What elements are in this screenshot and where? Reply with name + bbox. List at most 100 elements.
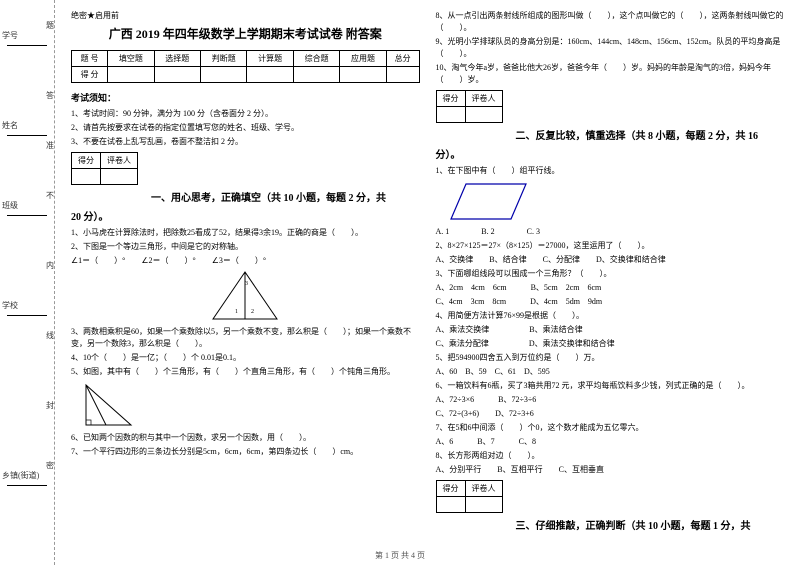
- section1-title-cont: 20 分）。: [71, 208, 420, 223]
- col-header: 综合题: [293, 51, 339, 67]
- scorebox-cell: [465, 497, 502, 513]
- notice-item: 3、不要在试卷上乱写乱画，卷面不整洁扣 2 分。: [71, 136, 420, 148]
- score-cell: [386, 67, 419, 83]
- section3-title: 三、仔细推敲，正确判断（共 10 小题，每题 1 分，共: [436, 517, 785, 532]
- seal-mark: 准: [46, 140, 96, 151]
- options: A. 1 B. 2 C. 3: [436, 226, 785, 238]
- left-column: 绝密★启用前 广西 2019 年四年级数学上学期期末考试试卷 附答案 题 号 填…: [63, 10, 428, 565]
- exam-title: 广西 2019 年四年级数学上学期期末考试试卷 附答案: [71, 25, 420, 42]
- score-summary-table: 题 号 填空题 选择题 判断题 计算题 综合题 应用题 总分 得 分: [71, 50, 420, 83]
- options: C、4cm 3cm 8cm D、4cm 5dm 9dm: [436, 296, 785, 308]
- question: 2、8×27×125＝27×（8×125）＝27000，这里运用了（ ）。: [436, 240, 785, 252]
- options: A、交换律 B、结合律 C、分配律 D、交换律和结合律: [436, 254, 785, 266]
- scorebox-label: 评卷人: [101, 153, 138, 169]
- scorebox-label: 评卷人: [465, 481, 502, 497]
- binding-label: 姓名: [2, 120, 52, 131]
- seal-mark: 封: [46, 400, 96, 411]
- col-header: 题 号: [72, 51, 108, 67]
- seal-mark: 密: [46, 460, 96, 471]
- scorebox-cell: [101, 169, 138, 185]
- secret-label: 绝密★启用前: [71, 10, 420, 21]
- scorebox-cell: [465, 107, 502, 123]
- question: 7、在5和6中间添（ ）个0，这个数才能成为五亿零六。: [436, 422, 785, 434]
- col-header: 计算题: [247, 51, 293, 67]
- score-cell: [247, 67, 293, 83]
- section2-title-cont: 分）。: [436, 146, 785, 161]
- score-cell: [293, 67, 339, 83]
- question: 8、长方形两组对边（ ）。: [436, 450, 785, 462]
- binding-line: [7, 215, 47, 216]
- row-label: 得 分: [72, 67, 108, 83]
- question: 3、下面哪组线段可以围成一个三角形？（ ）。: [436, 268, 785, 280]
- question: 1、小马虎在计算除法时，把除数25看成了52，结果得3余19。正确的商是（ ）。: [71, 227, 420, 239]
- binding-margin: 学号 姓名 班级 学校 乡镇(街道) 题 答 准 不 内 线 封 密: [0, 0, 55, 565]
- options: A、72÷3×6 B、72÷3÷6: [436, 394, 785, 406]
- binding-label: 乡镇(街道): [2, 470, 52, 481]
- binding-line: [7, 315, 47, 316]
- score-cell: [108, 67, 154, 83]
- scorebox-cell: [436, 497, 465, 513]
- options: C、72÷(3+6) D、72÷3+6: [436, 408, 785, 420]
- section-scorebox: 得分评卷人: [436, 480, 503, 513]
- binding-label: 学号: [2, 30, 52, 41]
- question: 4、10个（ ）是一亿；（ ）个 0.01是0.1。: [71, 352, 420, 364]
- score-cell: [340, 67, 386, 83]
- seal-mark: 答: [46, 90, 96, 101]
- notice-item: 1、考试时间：90 分钟，满分为 100 分（含卷面分 2 分）。: [71, 108, 420, 120]
- svg-text:3: 3: [245, 281, 248, 287]
- score-cell: [154, 67, 200, 83]
- question: 9、光明小学排球队员的身高分别是：160cm、144cm、148cm、156cm…: [436, 36, 785, 60]
- options: A、6 B、7 C、8: [436, 436, 785, 448]
- table-row: 题 号 填空题 选择题 判断题 计算题 综合题 应用题 总分: [72, 51, 420, 67]
- table-row: 得 分: [72, 67, 420, 83]
- page-footer: 第 1 页 共 4 页: [0, 550, 800, 561]
- question: 8、从一点引出两条射线所组成的图形叫做（ ），这个点叫做它的（ ），这两条射线叫…: [436, 10, 785, 34]
- question: 3、两数相乘积是60，如果一个乘数除以5，另一个乘数不变，那么积是（ ）；如果一…: [71, 326, 420, 350]
- notice-item: 2、请首先按要求在试卷的指定位置填写您的姓名、班级、学号。: [71, 122, 420, 134]
- scorebox-label: 评卷人: [465, 91, 502, 107]
- section1-title: 一、用心思考，正确填空（共 10 小题，每题 2 分，共: [71, 189, 420, 204]
- scorebox-cell: [72, 169, 101, 185]
- question: 6、已知两个因数的积与其中一个因数，求另一个因数，用（ ）。: [71, 432, 420, 444]
- question: 4、用简便方法计算76×99是根据（ ）。: [436, 310, 785, 322]
- section-scorebox: 得分评卷人: [436, 90, 503, 123]
- col-header: 总分: [386, 51, 419, 67]
- question-sub: ∠1＝（ ）° ∠2＝（ ）° ∠3＝（ ）°: [71, 255, 420, 267]
- svg-text:2: 2: [251, 309, 254, 315]
- parallelogram-figure: [446, 179, 536, 224]
- options: A、2cm 4cm 6cm B、5cm 2cm 6cm: [436, 282, 785, 294]
- question: 6、一箱饮料有6瓶，买了3箱共用72 元，求平均每瓶饮料多少钱，列式正确的是（ …: [436, 380, 785, 392]
- col-header: 选择题: [154, 51, 200, 67]
- col-header: 判断题: [201, 51, 247, 67]
- right-column: 8、从一点引出两条射线所组成的图形叫做（ ），这个点叫做它的（ ），这两条射线叫…: [428, 10, 793, 565]
- scorebox-label: 得分: [72, 153, 101, 169]
- section2-title: 二、反复比较，慎重选择（共 8 小题，每题 2 分，共 16: [436, 127, 785, 142]
- col-header: 填空题: [108, 51, 154, 67]
- scorebox-cell: [436, 107, 465, 123]
- seal-mark: 不: [46, 190, 96, 201]
- question: 1、在下图中有（ ）组平行线。: [436, 165, 785, 177]
- question: 5、如图，其中有（ ）个三角形，有（ ）个直角三角形，有（ ）个钝角三角形。: [71, 366, 420, 378]
- question: 10、淘气今年a岁，爸爸比他大26岁，爸爸今年（ ）岁。妈妈的年龄是淘气的3倍，…: [436, 62, 785, 86]
- options: A、60 B、59 C、61 D、595: [436, 366, 785, 378]
- binding-line: [7, 135, 47, 136]
- options: C、乘法分配律 D、乘法交换律和结合律: [436, 338, 785, 350]
- svg-text:1: 1: [235, 309, 238, 315]
- options: A、乘法交换律 B、乘法结合律: [436, 324, 785, 336]
- triangle-figure: 1 2 3: [205, 269, 285, 324]
- col-header: 应用题: [340, 51, 386, 67]
- section-scorebox: 得分评卷人: [71, 152, 138, 185]
- seal-mark: 线: [46, 330, 96, 341]
- options: A、分别平行 B、互相平行 C、互相垂直: [436, 464, 785, 476]
- seal-mark: 内: [46, 260, 96, 271]
- binding-line: [7, 485, 47, 486]
- scorebox-label: 得分: [436, 91, 465, 107]
- question: 2、下图是一个等边三角形，中间是它的对称轴。: [71, 241, 420, 253]
- binding-line: [7, 45, 47, 46]
- binding-label: 班级: [2, 200, 52, 211]
- seal-mark: 题: [46, 20, 96, 31]
- question: 7、一个平行四边形的三条边长分别是5cm，6cm，6cm，第四条边长（ ）cm。: [71, 446, 420, 458]
- question: 5、把594900四舍五入到万位约是（ ）万。: [436, 352, 785, 364]
- score-cell: [201, 67, 247, 83]
- binding-label: 学校: [2, 300, 52, 311]
